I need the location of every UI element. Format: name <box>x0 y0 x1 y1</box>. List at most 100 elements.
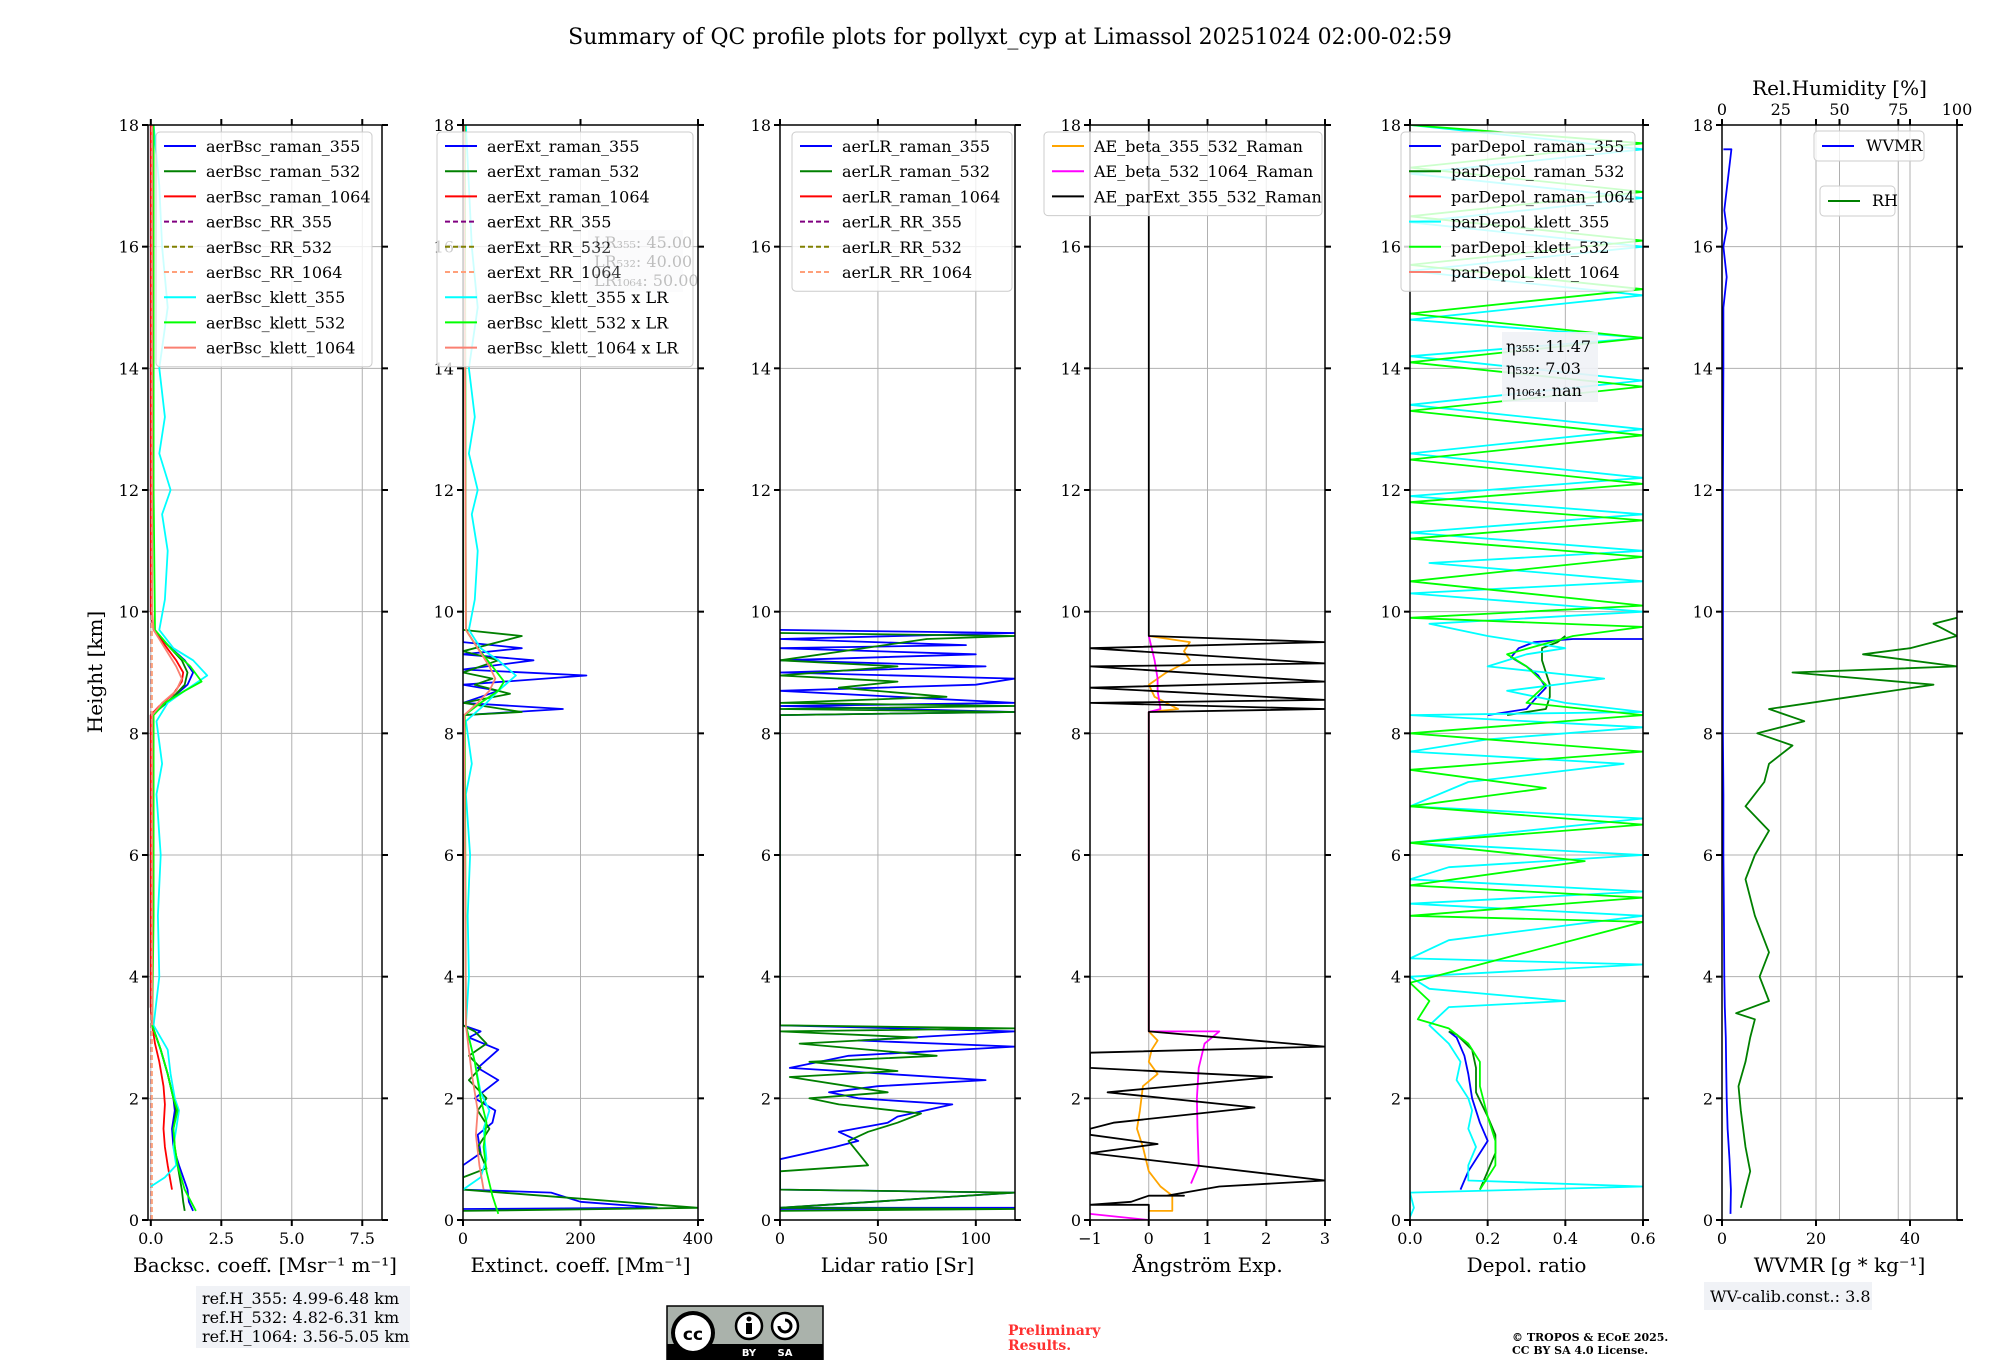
eta-annotation-line: η₃₅₅: 11.47 <box>1506 337 1591 356</box>
y-tick-label: 6 <box>129 846 139 865</box>
x-tick-label: 50 <box>868 1229 888 1248</box>
legend-item-label: aerExt_RR_355 <box>487 213 611 232</box>
legend-item-label: aerExt_RR_532 <box>487 238 611 257</box>
y-tick-label: 10 <box>434 603 454 622</box>
series-line-ae-beta-532-1064-raman <box>1090 1213 1149 1220</box>
x-axis-label: WVMR [g * kg⁻¹] <box>1754 1253 1926 1277</box>
x-tick-label-top: 75 <box>1888 100 1908 119</box>
figure-title: Summary of QC profile plots for pollyxt_… <box>568 25 1452 50</box>
y-tick-label: 14 <box>1061 359 1081 378</box>
y-tick-label: 2 <box>444 1089 454 1108</box>
legend-item-label: aerBsc_klett_532 <box>206 313 345 332</box>
y-tick-label: 12 <box>1381 481 1401 500</box>
x-axis-label: Backsc. coeff. [Msr⁻¹ m⁻¹] <box>133 1253 397 1277</box>
x-tick-label: 0.6 <box>1630 1229 1655 1248</box>
y-tick-label: 10 <box>1061 603 1081 622</box>
x-tick-label-top: 100 <box>1942 100 1973 119</box>
y-tick-label: 8 <box>761 724 771 743</box>
eta-annotation-line: η₅₃₂: 7.03 <box>1506 359 1581 378</box>
y-tick-label: 18 <box>434 116 454 135</box>
ref-height-box: ref.H_355: 4.99-6.48 km ref.H_532: 4.82-… <box>196 1286 410 1348</box>
y-tick-label: 16 <box>119 238 139 257</box>
sa-label: SA <box>778 1348 793 1359</box>
legend-item-label: aerBsc_RR_532 <box>206 238 332 257</box>
y-tick-label: 4 <box>1391 968 1401 987</box>
y-tick-label: 8 <box>1071 724 1081 743</box>
wv-calib-text: WV-calib.const.: 3.8 <box>1710 1287 1871 1306</box>
y-tick-label: 14 <box>1693 359 1713 378</box>
series-group <box>463 125 698 1215</box>
legend-item-label: aerBsc_RR_1064 <box>206 263 342 282</box>
y-tick-label: 4 <box>444 968 454 987</box>
series-line-aerbsc-klett-1064 <box>151 125 183 1026</box>
y-tick-label: 12 <box>1061 481 1081 500</box>
series-line-pardepol-raman-532 <box>1448 635 1566 1190</box>
series-line-rh <box>1735 616 1957 1209</box>
x-tick-label: 3 <box>1320 1229 1330 1248</box>
x-tick-label: 0.2 <box>1475 1229 1500 1248</box>
y-tick-label: 12 <box>119 481 139 500</box>
legend-item-label: aerExt_RR_1064 <box>487 263 622 282</box>
wv-calib-box: WV-calib.const.: 3.8 <box>1704 1282 1872 1310</box>
series-line-wvmr <box>1722 148 1733 1214</box>
y-tick-label: 10 <box>751 603 771 622</box>
legend: aerExt_raman_355 aerExt_raman_532 aerExt_r… <box>436 131 694 368</box>
y-tick-label: 6 <box>1071 846 1081 865</box>
axes-frame <box>147 124 383 1221</box>
legend-rh: RH <box>1819 185 1898 217</box>
x-tick-label: 0.0 <box>138 1229 163 1248</box>
legend-item-label: parDepol_klett_1064 <box>1451 263 1620 282</box>
ref-height-1064: ref.H_1064: 3.56-5.05 km <box>202 1327 409 1346</box>
axes-frame <box>1409 124 1644 1221</box>
y-tick-label: 6 <box>1703 846 1713 865</box>
series-line-aerbsc-klett-1064-x-lr <box>463 125 497 1190</box>
y-tick-label: 10 <box>1693 603 1713 622</box>
series-line-aerbsc-raman-1064 <box>149 125 185 1190</box>
x-tick-label: 0.4 <box>1553 1229 1578 1248</box>
legend-item-label: aerBsc_raman_1064 <box>206 187 371 206</box>
legend-item-label: parDepol_raman_355 <box>1451 137 1624 156</box>
y-tick-label: 10 <box>1381 603 1401 622</box>
x-axis-label: Depol. ratio <box>1467 1253 1587 1277</box>
legend: AE_beta_355_532_Raman AE_beta_532_1064_Ra… <box>1043 131 1323 217</box>
preliminary-line-1: Preliminary <box>1008 1323 1101 1339</box>
y-tick-label: 14 <box>751 359 771 378</box>
y-tick-label: 0 <box>761 1211 771 1230</box>
x-tick-label: 40 <box>1900 1229 1920 1248</box>
preliminary-line-2: Results. <box>1008 1338 1071 1354</box>
cc-by-sa-badge: cc BY SA <box>666 1305 824 1360</box>
y-tick-label: 0 <box>129 1211 139 1230</box>
legend-label: RH <box>1872 191 1898 210</box>
x-tick-label-top: 0 <box>1717 100 1727 119</box>
legend-item-label: aerBsc_klett_1064 x LR <box>487 339 679 358</box>
x-tick-label: 0 <box>775 1229 785 1248</box>
copyright-line-1: © TROPOS & ECoE 2025. <box>1512 1331 1668 1344</box>
legend-wvmr: WVMR <box>1813 130 1925 162</box>
x-tick-label: 5.0 <box>279 1229 304 1248</box>
series-line-ae-beta-355-532-raman <box>1136 635 1191 1212</box>
y-tick-label: 18 <box>119 116 139 135</box>
copyright-line-2: CC BY SA 4.0 License. <box>1512 1344 1648 1357</box>
legend-item-label: aerBsc_klett_355 <box>206 288 345 307</box>
legend-frame <box>1400 131 1636 292</box>
legend-item-label: aerBsc_klett_532 x LR <box>487 313 669 332</box>
y-tick-label: 2 <box>761 1089 771 1108</box>
legend-item-label: aerBsc_raman_532 <box>206 162 360 181</box>
x-tick-label: 200 <box>565 1229 596 1248</box>
y-tick-label: 12 <box>1693 481 1713 500</box>
by-label: BY <box>742 1348 757 1359</box>
y-tick-label: 18 <box>1693 116 1713 135</box>
y-tick-label: 6 <box>1391 846 1401 865</box>
y-tick-label: 4 <box>129 968 139 987</box>
x-tick-label-top: 25 <box>1771 100 1791 119</box>
x-axis-label-top: Rel.Humidity [%] <box>1752 76 1927 100</box>
legend-frame <box>1813 130 1925 162</box>
y-tick-label: 8 <box>1703 724 1713 743</box>
legend-item-label: AE_beta_355_532_Raman <box>1093 137 1303 156</box>
panel-depol: 0 2 4 6 8 10 12 14 16 18 0.0 0.2 0.4 0.6 Depol. ratio p… <box>1381 116 1656 1277</box>
y-tick-label: 18 <box>1381 116 1401 135</box>
y-tick-label: 2 <box>1703 1089 1713 1108</box>
x-tick-label: 100 <box>961 1229 992 1248</box>
